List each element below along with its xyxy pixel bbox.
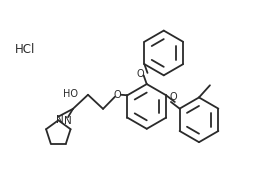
Text: O: O xyxy=(136,69,144,79)
Text: HO: HO xyxy=(63,89,78,99)
Text: O: O xyxy=(114,90,122,100)
Text: N: N xyxy=(64,116,71,125)
Text: O: O xyxy=(169,92,177,102)
Text: N: N xyxy=(56,115,63,125)
Text: HCl: HCl xyxy=(15,43,35,56)
